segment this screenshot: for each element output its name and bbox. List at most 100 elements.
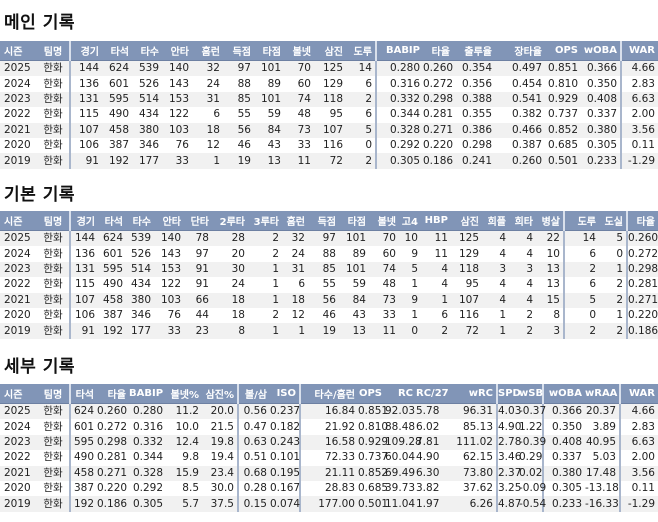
column-header[interactable]: 경기 (70, 211, 98, 231)
column-header[interactable]: 도실 (599, 211, 628, 231)
column-header[interactable]: 타석 (70, 384, 97, 404)
stat-cell: 0.243 (270, 434, 301, 451)
stat-cell: 0.852 (545, 122, 581, 138)
stat-cell: 24 (212, 277, 248, 293)
stat-cell: 101 (339, 230, 369, 247)
stat-cell: 33 (154, 323, 184, 339)
column-header[interactable]: 단타 (184, 211, 212, 231)
column-header[interactable]: 타점 (339, 211, 369, 231)
column-header[interactable]: HBP (421, 211, 451, 231)
column-header[interactable]: 희타 (509, 211, 536, 231)
season-cell: 2024 (0, 246, 40, 262)
column-header[interactable]: 팀명 (40, 211, 71, 231)
column-header[interactable]: wOBA (543, 384, 585, 404)
stat-cell: 380 (132, 122, 162, 138)
column-header[interactable]: 3루타 (248, 211, 282, 231)
season-cell: 2021 (0, 122, 40, 138)
stat-cell: 1 (482, 307, 509, 324)
column-header[interactable]: 삼진 (451, 211, 482, 231)
column-header[interactable]: 2루타 (212, 211, 248, 231)
stat-cell: 1 (599, 307, 628, 324)
column-header[interactable]: BABIP (376, 41, 423, 61)
column-header[interactable]: 볼/삼 (238, 384, 270, 404)
stat-cell: 6.26 (440, 496, 498, 512)
column-header[interactable]: 안타 (154, 211, 184, 231)
column-header[interactable]: 타수 (132, 41, 162, 61)
stat-cell: 4 (482, 292, 509, 308)
stat-cell: 2.78 (497, 434, 521, 451)
column-header[interactable]: 타석 (102, 41, 132, 61)
column-header[interactable]: 홈런 (192, 41, 223, 61)
stat-cell: 0.233 (543, 496, 585, 512)
team-cell: 한화 (40, 307, 71, 324)
stat-cell: 109.28 (385, 434, 422, 451)
column-header[interactable]: 타율 (627, 211, 658, 231)
season-cell: 2024 (0, 419, 40, 435)
column-header[interactable]: ISO (270, 384, 301, 404)
column-header[interactable]: SPD (497, 384, 521, 404)
column-header[interactable]: 장타율 (495, 41, 545, 61)
column-header[interactable]: wOBA (581, 41, 622, 61)
stat-cell: 2.00 (620, 450, 658, 466)
column-header[interactable]: BABIP (129, 384, 166, 404)
column-header[interactable]: 안타 (162, 41, 192, 61)
stat-cell: 107 (314, 122, 346, 138)
stat-cell: 0.737 (545, 107, 581, 123)
column-header[interactable]: 타점 (254, 41, 284, 61)
stat-cell: 0.386 (453, 122, 495, 138)
column-header[interactable]: RC/27 (416, 384, 449, 404)
column-header[interactable]: wSB (519, 384, 544, 404)
column-header[interactable]: 볼넷 (284, 41, 314, 61)
column-header[interactable]: 득점 (223, 41, 254, 61)
column-header[interactable]: 도루 (346, 41, 377, 61)
column-header[interactable]: wRC (440, 384, 498, 404)
column-header[interactable]: 볼넷% (166, 384, 202, 404)
column-header[interactable]: 삼진 (314, 41, 346, 61)
stat-cell: 8.5 (166, 480, 202, 497)
column-header[interactable]: 고4 (399, 211, 421, 231)
stat-cell: 9.8 (166, 450, 202, 466)
column-header[interactable]: 병살 (536, 211, 565, 231)
column-header[interactable]: 팀명 (40, 41, 71, 61)
column-header[interactable]: 타율 (97, 384, 129, 404)
column-header[interactable]: 삼진% (202, 384, 239, 404)
stat-cell: 10 (399, 230, 421, 247)
column-header[interactable]: 타수 (126, 211, 154, 231)
column-header[interactable]: 득점 (308, 211, 339, 231)
column-header[interactable]: 볼넷 (369, 211, 399, 231)
stat-cell: 115 (70, 107, 102, 123)
stat-cell: 1 (282, 323, 308, 339)
column-header[interactable]: WAR (620, 384, 658, 404)
stat-cell: 0.501 (358, 496, 388, 512)
stat-cell: 0 (346, 137, 377, 154)
stat-cell: 1 (421, 292, 451, 308)
column-header[interactable]: 시즌 (0, 41, 40, 61)
column-header[interactable]: 타석 (98, 211, 126, 231)
column-header[interactable]: 시즌 (0, 384, 40, 404)
stat-cell: 46 (308, 307, 339, 324)
column-header[interactable]: 출루율 (453, 41, 495, 61)
stat-cell: 9 (399, 246, 421, 262)
stat-cell: 0.280 (129, 403, 166, 420)
team-cell: 한화 (40, 76, 71, 92)
column-header[interactable]: 팀명 (40, 384, 71, 404)
column-header[interactable]: OPS (545, 41, 581, 61)
stat-cell: 20 (212, 246, 248, 262)
column-header[interactable]: 경기 (70, 41, 102, 61)
column-header[interactable]: 홈런 (282, 211, 308, 231)
column-header[interactable]: WAR (621, 41, 658, 61)
section-title-main: 메인 기록 (4, 13, 75, 33)
column-header[interactable]: 타수/홈런 (300, 384, 358, 404)
column-header[interactable]: 희플 (482, 211, 509, 231)
column-header[interactable]: 타율 (423, 41, 453, 61)
column-header[interactable]: 도루 (564, 211, 599, 231)
column-header[interactable]: 시즌 (0, 211, 40, 231)
stat-cell: 0.466 (495, 122, 545, 138)
column-header[interactable]: wRAA (585, 384, 621, 404)
season-cell: 2021 (0, 292, 40, 308)
team-cell: 한화 (40, 277, 71, 293)
column-header[interactable]: RC (385, 384, 416, 404)
column-header[interactable]: OPS (358, 384, 385, 404)
stat-cell: 192 (70, 496, 97, 512)
stat-cell: 85.13 (440, 419, 498, 435)
